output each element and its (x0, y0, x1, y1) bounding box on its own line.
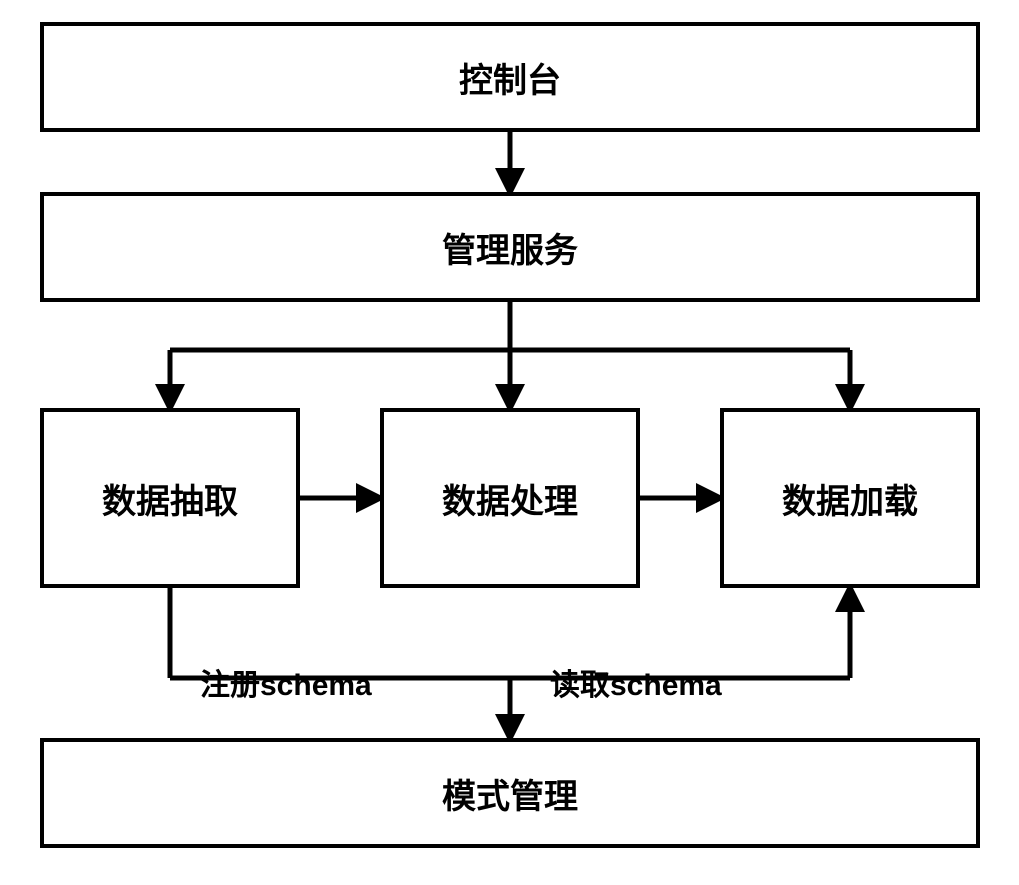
edge-label-register-schema: 注册schema (200, 660, 372, 704)
node-schema-mgmt: 模式管理 (40, 738, 980, 848)
node-process: 数据处理 (380, 408, 640, 588)
node-label: 控制台 (459, 53, 561, 102)
node-mgmt: 管理服务 (40, 192, 980, 302)
node-label: 模式管理 (442, 769, 578, 818)
node-label: 数据抽取 (102, 474, 238, 523)
diagram-canvas: 控制台 管理服务 数据抽取 数据处理 数据加载 模式管理 注册schema 读取… (0, 0, 1019, 885)
node-console: 控制台 (40, 22, 980, 132)
edge-label-read-schema: 读取schema (550, 660, 722, 704)
node-load: 数据加载 (720, 408, 980, 588)
node-label: 数据处理 (442, 474, 578, 523)
node-label: 数据加载 (782, 474, 918, 523)
node-label: 管理服务 (442, 223, 578, 272)
node-extract: 数据抽取 (40, 408, 300, 588)
